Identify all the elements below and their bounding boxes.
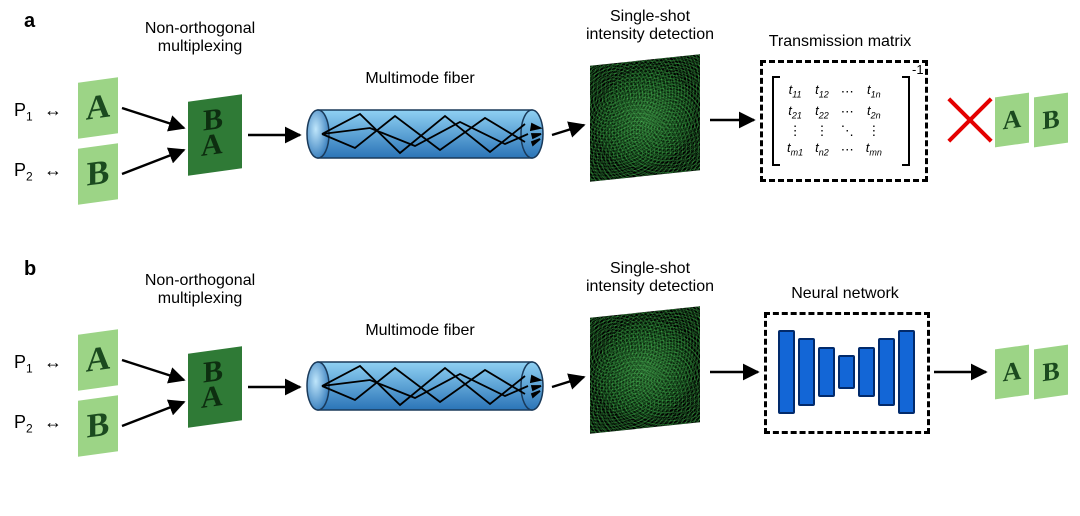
port-p1-a: P1 — [14, 100, 33, 124]
input-glyph-A-a: A — [86, 87, 111, 128]
p1-sub: 1 — [26, 110, 33, 124]
caption-fiber-a: Multimode fiber — [330, 70, 510, 88]
p2-sub-b: 2 — [26, 422, 33, 436]
output-glyph-A-a: A — [1003, 104, 1022, 137]
tmatrix-table: t11 t12 ⋯ t1n t21 t22 ⋯ t2n ⋮ ⋮ ⋱ ⋮ tm1 … — [780, 80, 889, 161]
speckle-b — [590, 306, 700, 434]
fiber-svg-b — [300, 350, 550, 422]
port-p1-b: P1 — [14, 352, 33, 376]
input-card-B-b: B — [78, 395, 118, 457]
port-p2-a: P2 — [14, 160, 33, 184]
tmatrix-bracket-left — [772, 76, 780, 166]
dblarrow-p2-a: ↔ — [44, 160, 62, 181]
mux-card-b: B A — [188, 346, 242, 428]
dblarrow-p2-b: ↔ — [44, 412, 62, 433]
p1-symbol: P — [14, 100, 26, 120]
p2-sub: 2 — [26, 170, 33, 184]
dblarrow-p1-b: ↔ — [44, 352, 62, 373]
nn-layer — [878, 338, 895, 406]
input-card-A-a: A — [78, 77, 118, 139]
input-glyph-B-a: B — [87, 153, 110, 194]
panel-b-label: b — [24, 258, 36, 281]
mux-glyph-A-a: A — [201, 127, 223, 164]
input-card-B-a: B — [78, 143, 118, 205]
nn-layer — [838, 355, 855, 389]
output-glyph-B-b: B — [1042, 356, 1059, 388]
tmatrix-inverse-label: -1 — [912, 62, 924, 77]
dblarrow-p1-a: ↔ — [44, 100, 62, 121]
nn-layer — [818, 347, 835, 397]
output-glyph-A-b: A — [1003, 356, 1022, 389]
input-glyph-A-b: A — [86, 339, 111, 380]
output-card-A-a: A — [995, 93, 1029, 148]
red-x-icon — [940, 90, 1000, 150]
caption-speckle-b: Single-shot intensity detection — [565, 260, 735, 296]
p1-symbol-b: P — [14, 352, 26, 372]
input-card-A-b: A — [78, 329, 118, 391]
nn-layer — [898, 330, 915, 414]
mux-card-a: B A — [188, 94, 242, 176]
p1-sub-b: 1 — [26, 362, 33, 376]
caption-mux-b: Non-orthogonal multiplexing — [120, 272, 280, 308]
caption-nn: Neural network — [760, 285, 930, 303]
nn-layer — [858, 347, 875, 397]
fiber-svg-a — [300, 98, 550, 170]
p2-symbol-b: P — [14, 412, 26, 432]
caption-tmatrix: Transmission matrix — [750, 33, 930, 51]
output-card-B-b: B — [1034, 345, 1068, 400]
output-card-A-b: A — [995, 345, 1029, 400]
panel-a-label: a — [24, 10, 35, 33]
nn-layer — [778, 330, 795, 414]
input-glyph-B-b: B — [87, 405, 110, 446]
caption-mux-a: Non-orthogonal multiplexing — [120, 20, 280, 56]
port-p2-b: P2 — [14, 412, 33, 436]
tmatrix-bracket-right — [902, 76, 910, 166]
caption-fiber-b: Multimode fiber — [330, 322, 510, 340]
mux-glyph-A-b: A — [201, 379, 223, 416]
speckle-a — [590, 54, 700, 182]
output-card-B-a: B — [1034, 93, 1068, 148]
output-glyph-B-a: B — [1042, 104, 1059, 136]
caption-speckle-a: Single-shot intensity detection — [565, 8, 735, 44]
nn-layer — [798, 338, 815, 406]
p2-symbol: P — [14, 160, 26, 180]
